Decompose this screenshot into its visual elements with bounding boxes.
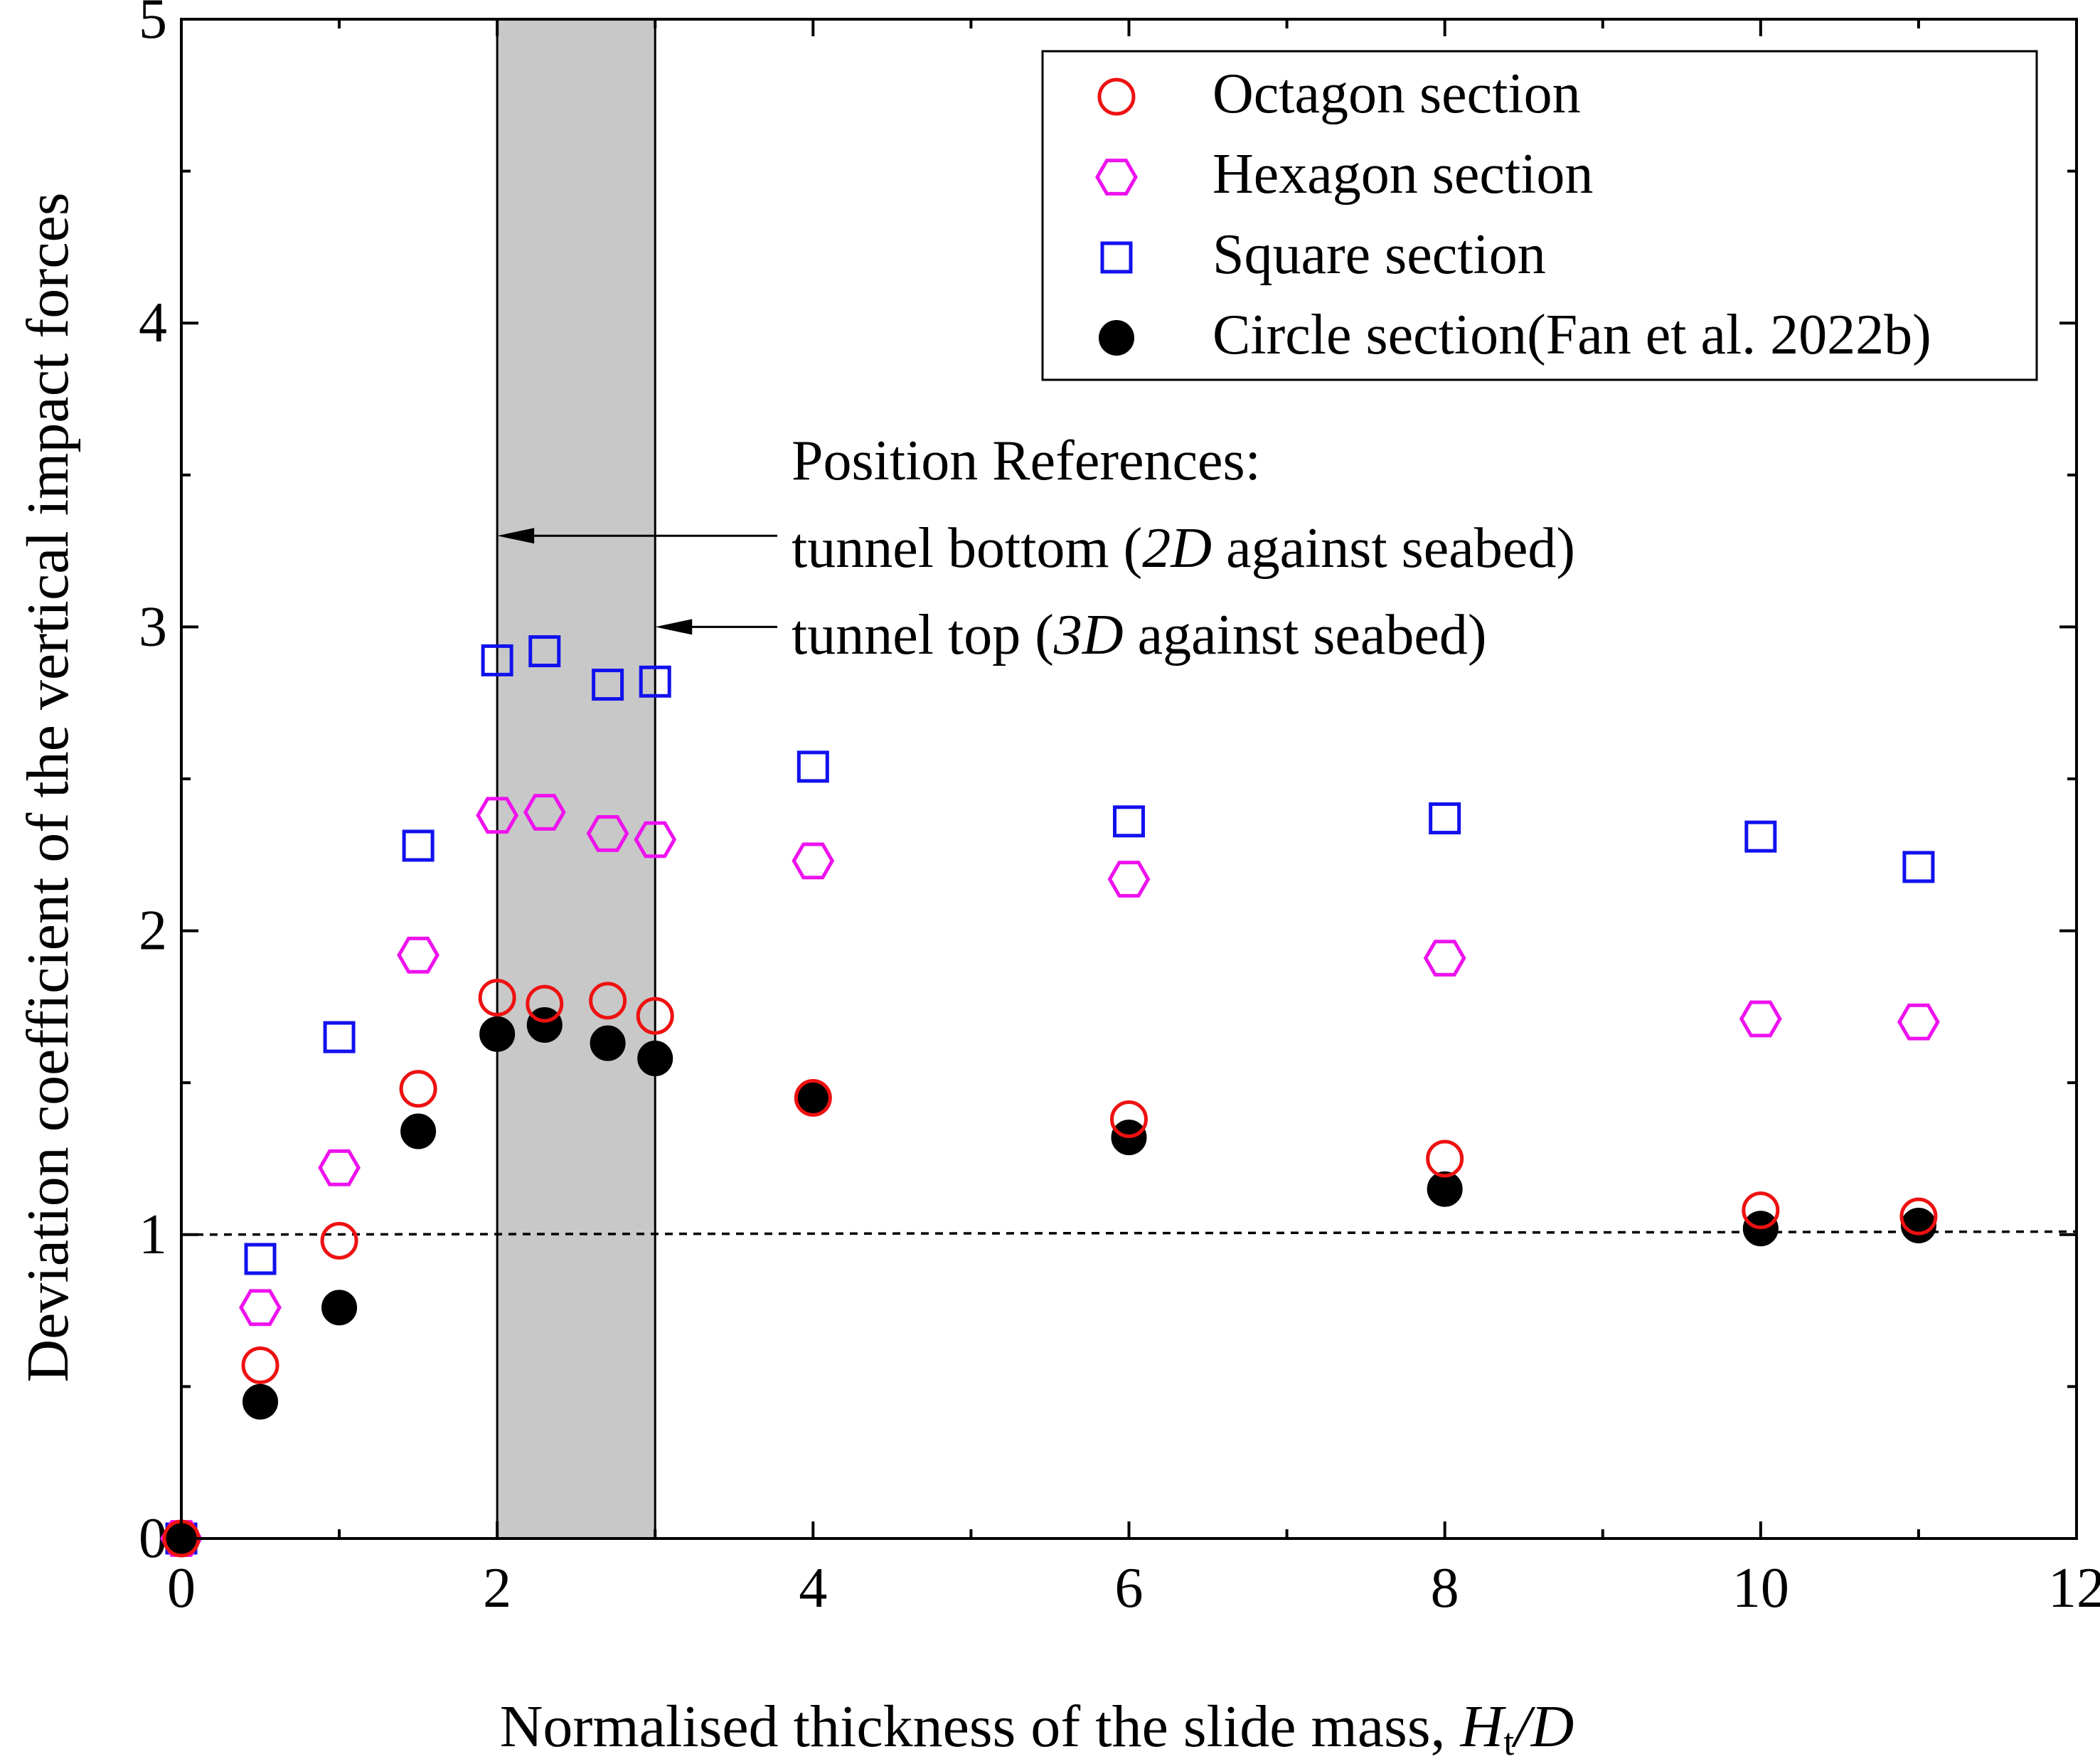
point-square <box>639 665 671 698</box>
annotation-heading: Position References: <box>792 430 1261 492</box>
tunnel-band <box>496 18 656 1540</box>
arrowhead-tunnel-bottom <box>497 528 535 544</box>
point-octagon <box>526 984 564 1023</box>
legend-marker-circle <box>1099 320 1134 356</box>
point-octagon <box>399 1070 437 1108</box>
point-hexagon <box>397 936 439 974</box>
annotation-top-var: D <box>1082 604 1124 666</box>
point-hexagon <box>476 797 519 834</box>
point-circle <box>242 1383 279 1420</box>
point-octagon <box>1742 1191 1780 1230</box>
x-tick-label: 12 <box>2048 1557 2100 1620</box>
point-square <box>1429 802 1461 835</box>
point-octagon <box>1110 1100 1148 1138</box>
annotation-tunnel-bottom: tunnel bottom (2D against seabed) <box>792 517 1575 580</box>
x-tick-label: 4 <box>799 1557 827 1620</box>
point-octagon <box>320 1221 358 1260</box>
point-hexagon <box>523 794 566 831</box>
point-hexagon <box>239 1289 282 1327</box>
legend-markers <box>1095 78 1138 356</box>
point-square <box>1744 820 1777 853</box>
x-axis-title-var: H <box>1460 1694 1507 1759</box>
annotation-bottom-post: against seabed) <box>1212 517 1575 580</box>
x-tick-label: 10 <box>1732 1557 1789 1620</box>
legend-marker-square <box>1100 241 1133 274</box>
y-tick-label: 3 <box>139 595 167 658</box>
annotation-bottom-var: D <box>1170 517 1212 580</box>
x-tick-label: 2 <box>483 1557 511 1620</box>
point-square <box>592 669 624 701</box>
annotation-top-num: 3 <box>1053 604 1082 666</box>
x-axis-title: Normalised thickness of the slide mass, … <box>500 1694 1574 1759</box>
point-circle <box>1900 1207 1936 1243</box>
legend-box <box>1041 50 2038 381</box>
annotation-tunnel-top: tunnel top (3D against seabed) <box>792 604 1487 666</box>
point-circle <box>1427 1171 1463 1207</box>
x-axis-title-main: Normalised thickness of the slide mass, <box>500 1694 1461 1759</box>
point-circle <box>479 1016 516 1052</box>
y-axis-title: Deviation coefficient of the vertical im… <box>15 192 81 1382</box>
point-hexagon <box>792 842 835 880</box>
point-hexagon <box>1897 1003 1940 1041</box>
legend-label-hexagon: Hexagon section <box>1212 143 1593 206</box>
legend-label-octagon: Octagon section <box>1212 63 1581 125</box>
point-hexagon <box>1739 1000 1782 1038</box>
x-tick-label: 6 <box>1115 1557 1144 1620</box>
point-octagon <box>1899 1197 1938 1235</box>
point-octagon <box>478 979 516 1017</box>
point-hexagon <box>634 821 677 859</box>
point-square <box>402 829 435 862</box>
y-tick-label: 5 <box>139 0 167 51</box>
point-circle <box>321 1290 358 1326</box>
point-hexagon <box>586 815 629 852</box>
point-octagon <box>1426 1139 1464 1178</box>
y-tick-label: 1 <box>139 1203 167 1266</box>
point-square <box>244 1243 277 1275</box>
legend-marker-octagon <box>1097 78 1136 116</box>
y-tick-label: 4 <box>139 292 167 354</box>
legend: Octagon section Hexagon section Square s… <box>1041 50 2038 381</box>
point-circle <box>637 1041 673 1077</box>
point-octagon <box>241 1346 279 1384</box>
plot-frame <box>180 18 2078 1540</box>
point-hexagon <box>1423 940 1466 977</box>
point-circle <box>590 1025 626 1061</box>
point-square <box>528 635 561 668</box>
point-octagon <box>794 1079 832 1117</box>
point-square <box>796 750 829 783</box>
x-tick-label: 0 <box>167 1557 196 1620</box>
point-circle <box>526 1007 563 1043</box>
point-octagon <box>589 982 627 1020</box>
legend-label-square: Square section <box>1212 223 1546 286</box>
x-axis-title-sub: t <box>1503 1721 1514 1759</box>
annotation-bottom-pre: tunnel bottom ( <box>792 517 1142 580</box>
point-square <box>481 644 513 676</box>
point-square <box>323 1021 356 1053</box>
annotation-top-post: against seabed) <box>1124 604 1487 666</box>
annotation-bottom-num: 2 <box>1142 517 1171 580</box>
arrowhead-tunnel-top <box>655 619 693 635</box>
legend-label-circle: Circle section(Fan et al. 2022b) <box>1212 304 1931 366</box>
x-tick-label: 8 <box>1431 1557 1459 1620</box>
y-tick-label: 2 <box>139 900 167 962</box>
point-octagon <box>636 997 674 1035</box>
point-hexagon <box>160 1520 203 1557</box>
point-circle <box>400 1113 437 1149</box>
point-square <box>1113 805 1145 838</box>
annotation-top-pre: tunnel top ( <box>792 604 1054 666</box>
x-axis-title-tail: /D <box>1511 1694 1574 1759</box>
point-square <box>1902 851 1935 883</box>
legend-marker-hexagon <box>1095 159 1138 196</box>
point-hexagon <box>1107 861 1151 898</box>
point-hexagon <box>318 1149 361 1186</box>
